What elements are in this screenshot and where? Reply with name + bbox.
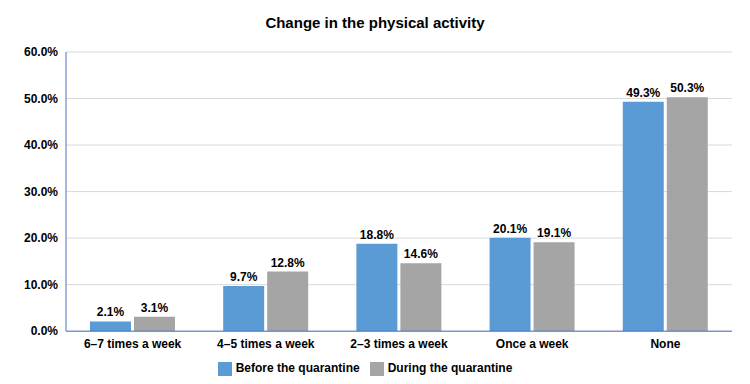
html-text:Before the quarantine: Before the quarantine <box>235 361 360 376</box>
svg-text:18.8%: 18.8% <box>360 228 394 242</box>
svg-text:9.7%: 9.7% <box>230 270 258 284</box>
svg-text:2–3 times a week: 2–3 times a week <box>350 337 448 351</box>
svg-text:10.0%: 10.0% <box>24 278 58 292</box>
svg-text:60.0%: 60.0% <box>24 45 58 59</box>
svg-text:50.0%: 50.0% <box>24 92 58 106</box>
svg-text:Once a week: Once a week <box>496 337 569 351</box>
svg-text:2.1%: 2.1% <box>97 305 125 319</box>
svg-text:None: None <box>650 337 680 351</box>
svg-text:19.1%: 19.1% <box>537 226 571 240</box>
svg-text:20.0%: 20.0% <box>24 231 58 245</box>
html-text:During the quarantine: During the quarantine <box>387 361 513 376</box>
html-text:Change in the physical activit: Change in the physical activity <box>265 14 485 31</box>
svg-text:20.1%: 20.1% <box>493 222 527 236</box>
svg-text:50.3%: 50.3% <box>670 81 704 95</box>
svg-text:0.0%: 0.0% <box>31 324 59 338</box>
svg-text:12.8%: 12.8% <box>271 256 305 270</box>
svg-text:30.0%: 30.0% <box>24 185 58 199</box>
svg-text:3.1%: 3.1% <box>141 301 169 315</box>
svg-text:6–7 times a week: 6–7 times a week <box>84 337 182 351</box>
svg-text:4–5 times a week: 4–5 times a week <box>217 337 315 351</box>
svg-text:40.0%: 40.0% <box>24 138 58 152</box>
svg-text:49.3%: 49.3% <box>626 86 660 100</box>
svg-text:14.6%: 14.6% <box>404 247 438 261</box>
